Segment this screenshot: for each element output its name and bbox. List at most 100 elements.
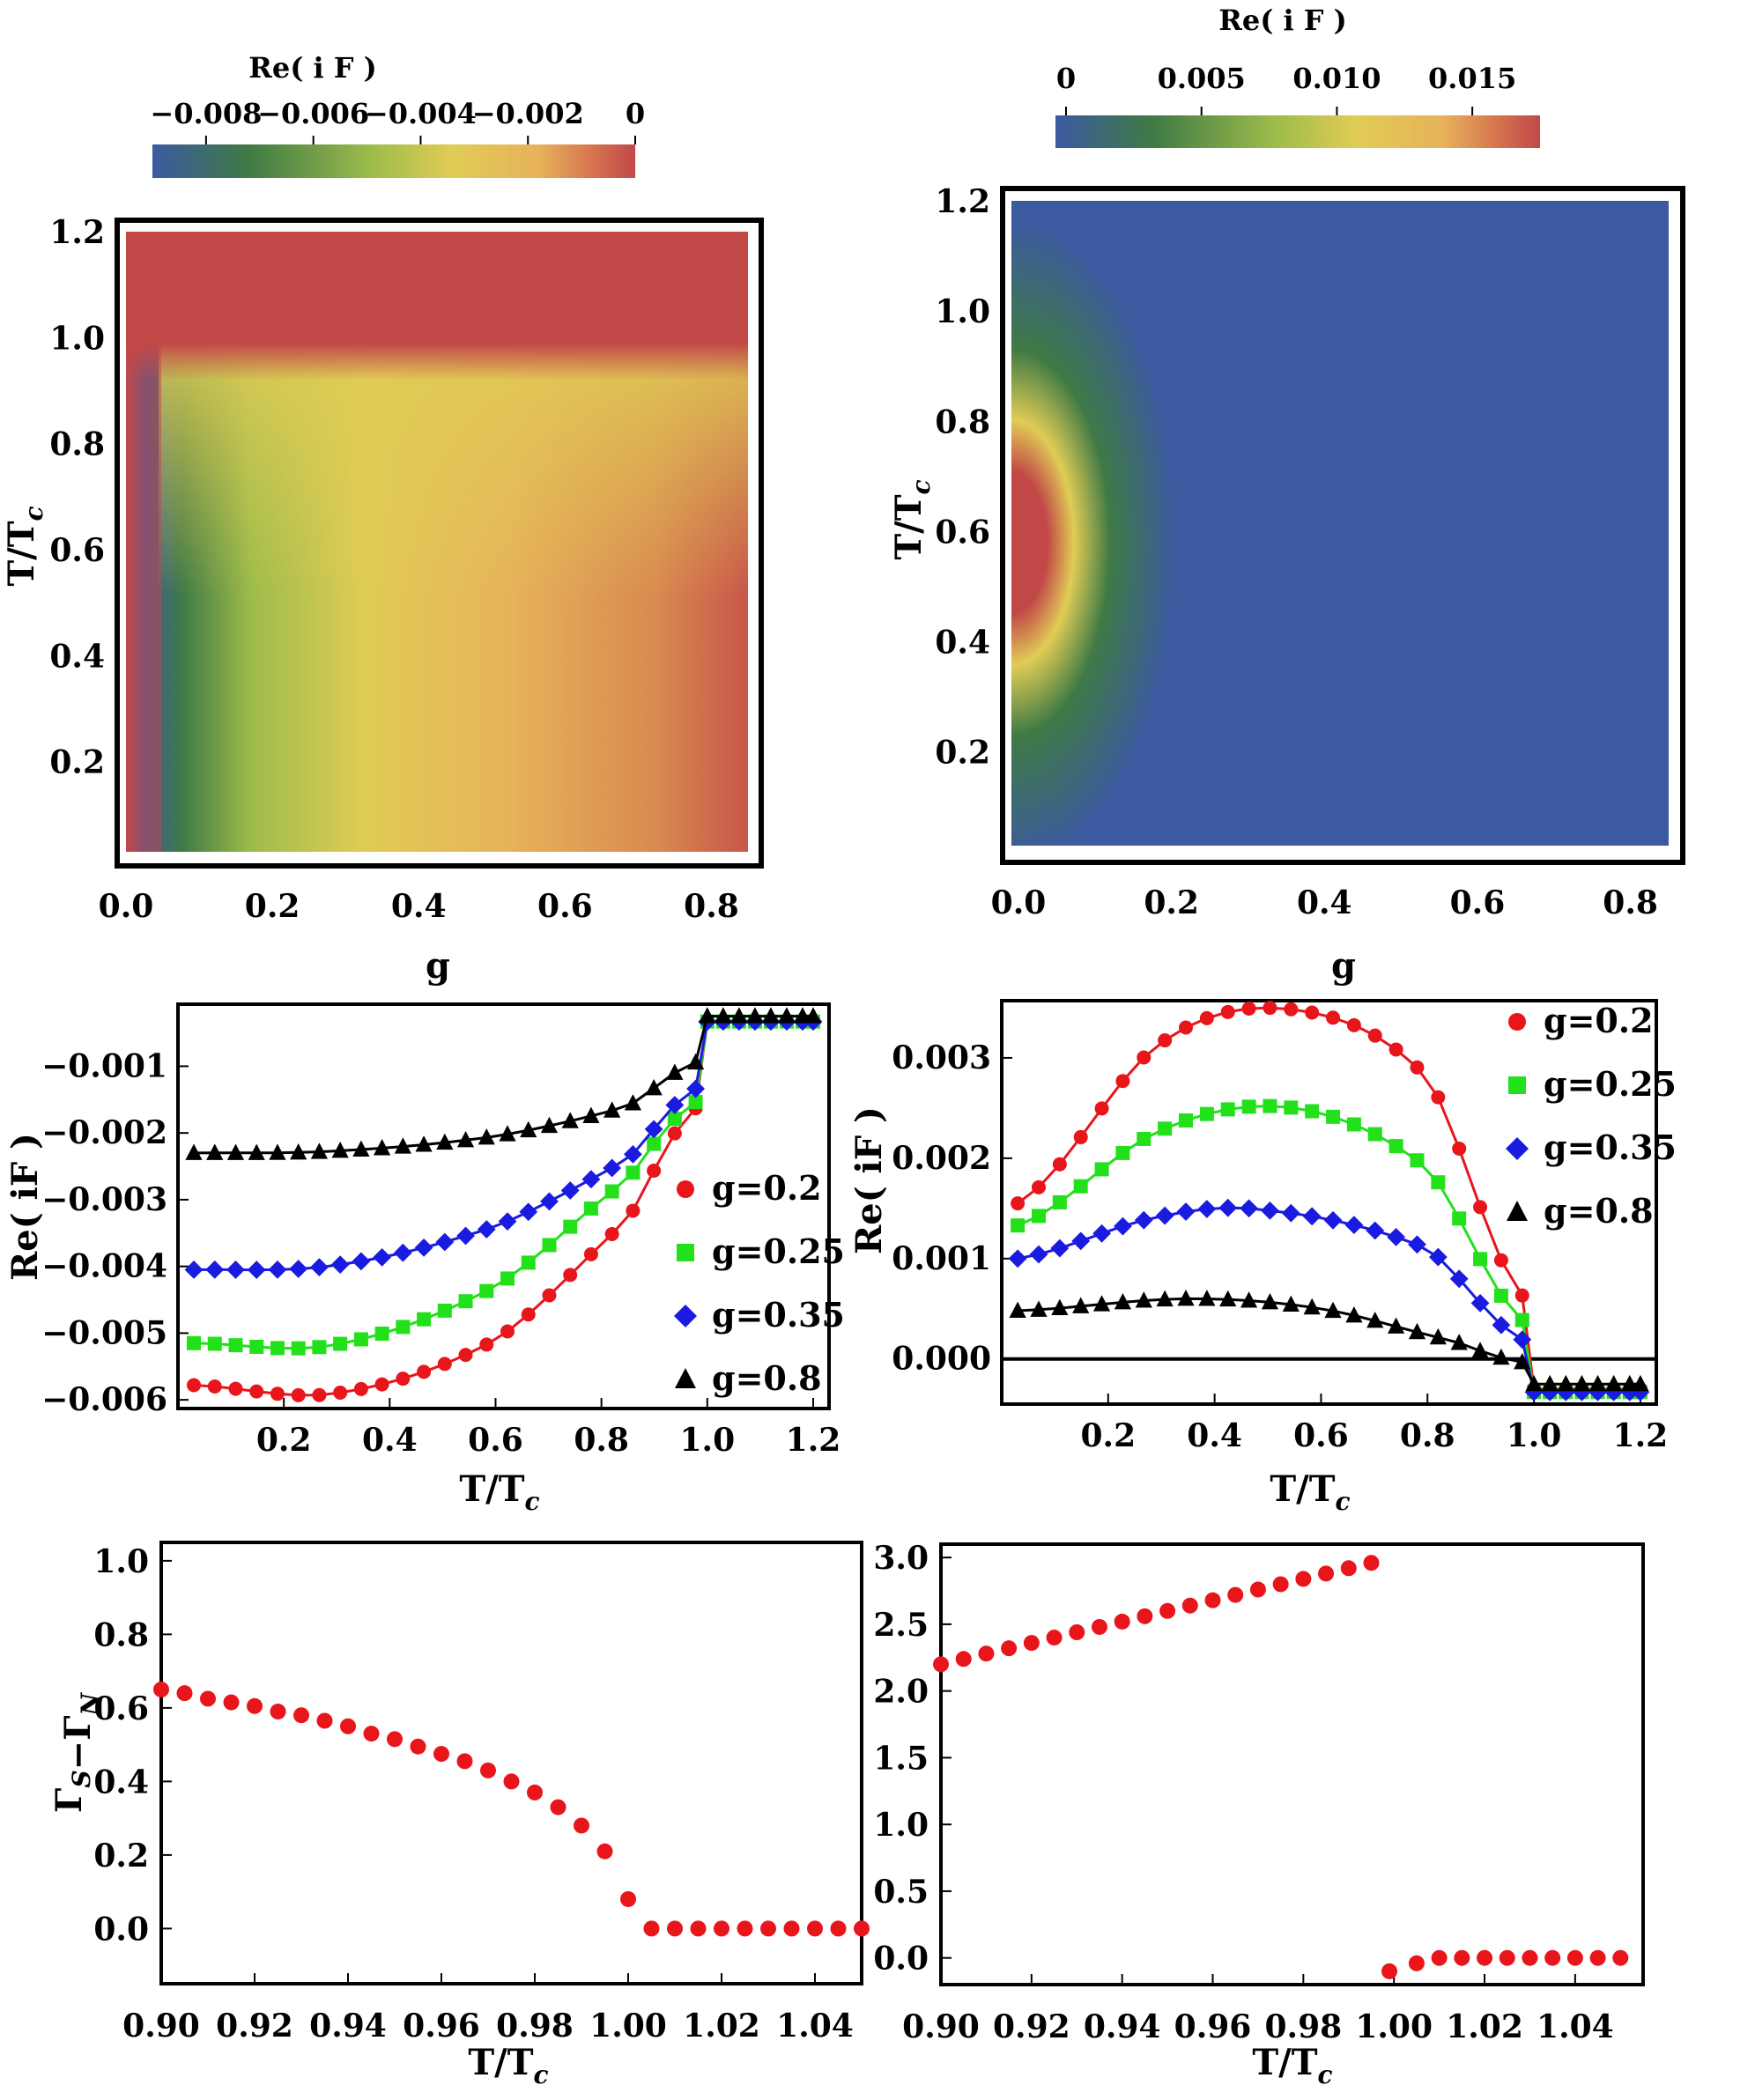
data-point — [686, 1079, 705, 1098]
data-point — [393, 1243, 412, 1262]
data-point — [1566, 1949, 1583, 1966]
series-line — [193, 1015, 813, 1155]
data-point — [417, 1312, 432, 1327]
x-tick-label: 0.94 — [309, 2008, 387, 2045]
x-tick-label: 0.2 — [1080, 1417, 1136, 1454]
data-point — [1241, 1099, 1256, 1114]
data-point — [666, 1063, 684, 1080]
data-point — [291, 1341, 306, 1356]
data-point — [1114, 1613, 1130, 1630]
data-point — [1179, 1020, 1194, 1035]
data-point — [1318, 1565, 1335, 1582]
heatmap-left: Re( i F ) −0.008−0.006−0.004−0.002 0 0.0 0… — [1, 51, 764, 987]
data-point — [596, 1843, 613, 1860]
data-point — [1431, 1949, 1448, 1966]
data-point — [1137, 1131, 1151, 1146]
y-tick-label: 1.0 — [49, 320, 105, 357]
data-point — [207, 1379, 222, 1394]
data-point — [1220, 1102, 1235, 1117]
series-g=0.2: g=0.2 — [1011, 1001, 1654, 1396]
y-tick-label: 0.002 — [892, 1140, 991, 1177]
y-axis-label: T/Tc — [888, 479, 936, 559]
x-tick-label: 0.4 — [1297, 884, 1352, 921]
legend-label: g=0.25 — [712, 1231, 845, 1271]
data-point — [269, 1143, 286, 1160]
data-point — [415, 1135, 433, 1152]
line-left-frame — [176, 1002, 831, 1410]
x-tick-label: 1.02 — [1446, 2008, 1523, 2045]
y-tick-label: 0.8 — [49, 426, 105, 463]
legend-marker — [677, 1180, 694, 1198]
data-point — [417, 1364, 432, 1379]
data-point — [715, 1007, 732, 1024]
y-axis-label: Re( iF ) — [848, 1106, 890, 1254]
data-point — [1557, 1374, 1574, 1392]
data-point — [268, 1260, 287, 1279]
data-point — [363, 1726, 380, 1742]
data-point — [581, 1170, 601, 1189]
x-tick-label: 0.8 — [1400, 1417, 1455, 1454]
series-g=0.35: g=0.35 — [184, 1012, 845, 1335]
data-point — [1135, 1291, 1152, 1308]
colorbar-tick-label: 0.005 — [1158, 62, 1246, 95]
scatter-left-frame — [159, 1541, 863, 1985]
data-point — [437, 1303, 452, 1318]
y-axis-label: T/Tc — [1, 506, 48, 586]
data-point — [1367, 1028, 1382, 1043]
x-tick-label: 0.92 — [216, 2008, 293, 2045]
data-point — [249, 1339, 264, 1354]
data-point — [1346, 1117, 1361, 1132]
data-point — [1092, 1295, 1111, 1312]
data-point — [1050, 1239, 1070, 1258]
data-point — [1387, 1227, 1406, 1246]
x-tick-label: 1.2 — [786, 1422, 841, 1459]
data-point — [1115, 1145, 1130, 1160]
y-tick-label: −0.006 — [41, 1381, 167, 1418]
x-tick-label: 1.04 — [1537, 2008, 1614, 2045]
data-point — [563, 1219, 578, 1234]
data-point — [560, 1181, 580, 1200]
data-point — [200, 1690, 216, 1707]
x-tick-label: 0.8 — [684, 888, 739, 925]
data-point — [730, 1007, 748, 1024]
data-point — [498, 1212, 517, 1231]
colorbar-tick-label: −0.006 — [257, 97, 369, 130]
legend-label: g=0.8 — [1544, 1191, 1654, 1231]
data-point — [330, 1255, 350, 1275]
data-point — [1071, 1231, 1091, 1251]
data-point — [647, 1163, 662, 1178]
data-point — [1199, 1106, 1214, 1121]
data-point — [1429, 1327, 1447, 1345]
data-point — [1452, 1141, 1467, 1156]
data-point — [1588, 1374, 1607, 1392]
data-point — [1449, 1269, 1469, 1289]
legend-label: g=0.8 — [712, 1358, 822, 1398]
x-tick-label: 0.4 — [1187, 1417, 1242, 1454]
y-tick-label: −0.004 — [41, 1248, 167, 1285]
data-point — [270, 1341, 285, 1356]
y-axis-label: Re( iF ) — [4, 1133, 46, 1281]
data-point — [1513, 1330, 1532, 1349]
data-point — [1605, 1374, 1623, 1392]
data-point — [456, 1226, 475, 1246]
data-point — [1499, 1949, 1515, 1966]
data-point — [1473, 1252, 1488, 1267]
y-tick-label: 0.003 — [892, 1039, 991, 1076]
line-right-frame — [1000, 999, 1658, 1406]
data-point — [1137, 1608, 1153, 1624]
x-tick-label: 0.90 — [902, 2008, 980, 2045]
y-tick-label: 0.6 — [93, 1690, 149, 1727]
data-point — [1227, 1586, 1244, 1603]
heatmap-right-frame — [1000, 186, 1685, 865]
data-point — [521, 1307, 536, 1322]
y-tick-label: −0.005 — [41, 1314, 167, 1351]
data-point — [1011, 1196, 1026, 1211]
data-point — [1284, 1002, 1299, 1017]
data-point — [1381, 1963, 1398, 1979]
legend-marker — [1508, 1013, 1526, 1031]
data-point — [1345, 1305, 1363, 1323]
data-point — [783, 1920, 800, 1937]
data-point — [352, 1252, 371, 1271]
data-point — [1514, 1288, 1529, 1303]
data-point — [1470, 1293, 1490, 1312]
